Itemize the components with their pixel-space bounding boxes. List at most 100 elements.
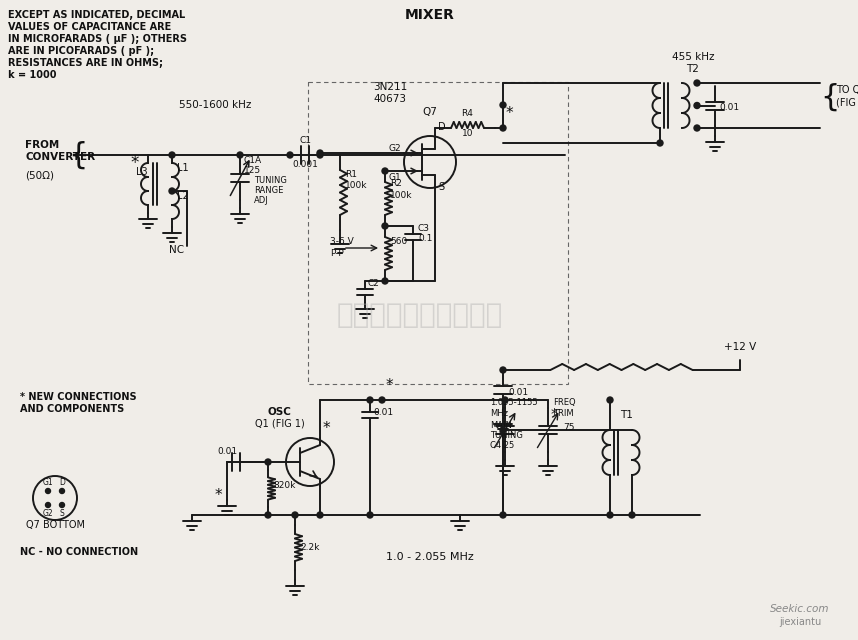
Text: OSC: OSC [267, 407, 291, 417]
Text: R4: R4 [462, 109, 474, 118]
Text: 3-6 V: 3-6 V [330, 237, 353, 246]
Circle shape [500, 125, 506, 131]
Circle shape [169, 152, 175, 158]
Text: 820k: 820k [273, 481, 295, 490]
Text: {: { [820, 83, 839, 112]
Text: RESISTANCES ARE IN OHMS;: RESISTANCES ARE IN OHMS; [8, 58, 163, 68]
Text: 0.01: 0.01 [719, 104, 739, 113]
Text: {: { [69, 141, 88, 170]
Text: Seekic.com: Seekic.com [770, 604, 830, 614]
Circle shape [694, 125, 700, 131]
Text: RANGE: RANGE [254, 186, 283, 195]
Text: 0.01: 0.01 [373, 408, 393, 417]
Text: NC - NO CONNECTION: NC - NO CONNECTION [20, 547, 138, 557]
Text: FROM: FROM [25, 140, 59, 150]
Text: *: * [215, 488, 222, 503]
Circle shape [500, 367, 506, 373]
Circle shape [265, 459, 271, 465]
Circle shape [317, 152, 323, 158]
Text: *: * [386, 378, 394, 393]
Text: *: * [506, 106, 514, 121]
Text: k = 1000: k = 1000 [8, 70, 57, 80]
Text: C3: C3 [418, 224, 430, 233]
Circle shape [59, 502, 64, 508]
Text: L2: L2 [177, 191, 189, 201]
Text: 0.01: 0.01 [217, 447, 237, 456]
Circle shape [382, 223, 388, 229]
Text: AND COMPONENTS: AND COMPONENTS [20, 404, 124, 414]
Text: C1: C1 [299, 136, 311, 145]
Circle shape [59, 488, 64, 493]
Text: 40673: 40673 [373, 94, 407, 104]
Text: D: D [438, 122, 445, 132]
Circle shape [607, 397, 613, 403]
Circle shape [265, 512, 271, 518]
Text: +12 V: +12 V [724, 342, 756, 352]
Circle shape [45, 488, 51, 493]
Bar [308, 82, 568, 384]
Text: 75: 75 [563, 423, 575, 432]
Circle shape [694, 102, 700, 109]
Text: C4 25: C4 25 [490, 441, 514, 450]
Text: TO Q2: TO Q2 [836, 86, 858, 95]
Circle shape [367, 512, 373, 518]
Text: 100k: 100k [345, 181, 367, 190]
Circle shape [379, 397, 385, 403]
Text: L3: L3 [136, 167, 148, 177]
Circle shape [694, 80, 700, 86]
Text: Q1 (FIG 1): Q1 (FIG 1) [255, 419, 305, 429]
Text: 125: 125 [244, 166, 261, 175]
Text: IN MICROFARADS ( μF ); OTHERS: IN MICROFARADS ( μF ); OTHERS [8, 34, 187, 44]
Circle shape [287, 152, 293, 158]
Text: *: * [551, 407, 558, 421]
Text: 560: 560 [390, 237, 408, 246]
Text: R1: R1 [345, 170, 357, 179]
Text: MHz: MHz [490, 409, 508, 418]
Text: *: * [323, 421, 330, 436]
Text: MAIN: MAIN [490, 421, 512, 430]
Text: CONVERTER: CONVERTER [25, 152, 95, 162]
Text: P-P: P-P [330, 249, 344, 258]
Text: NC: NC [169, 245, 184, 255]
Circle shape [169, 188, 175, 194]
Text: Q7 BOTTOM: Q7 BOTTOM [26, 520, 84, 530]
Text: 0.1: 0.1 [418, 234, 432, 243]
Text: L1: L1 [177, 163, 189, 173]
Circle shape [382, 278, 388, 284]
Text: MIXER: MIXER [405, 8, 455, 22]
Text: TRIM: TRIM [553, 409, 574, 418]
Text: 1.0 - 2.055 MHz: 1.0 - 2.055 MHz [386, 552, 474, 562]
Circle shape [292, 512, 298, 518]
Text: G1: G1 [43, 478, 53, 487]
Text: EXCEPT AS INDICATED, DECIMAL: EXCEPT AS INDICATED, DECIMAL [8, 10, 185, 20]
Circle shape [500, 512, 506, 518]
Text: (50Ω): (50Ω) [25, 170, 54, 180]
Circle shape [45, 502, 51, 508]
Circle shape [237, 152, 243, 158]
Text: 1.055-1155: 1.055-1155 [490, 398, 538, 407]
Text: G1: G1 [389, 173, 401, 182]
Text: ARE IN PICOFARADS ( pF );: ARE IN PICOFARADS ( pF ); [8, 46, 154, 56]
Circle shape [607, 512, 613, 518]
Circle shape [317, 512, 323, 518]
Text: * NEW CONNECTIONS: * NEW CONNECTIONS [20, 392, 136, 402]
Text: T2: T2 [686, 64, 699, 74]
Text: (FIG 1): (FIG 1) [836, 97, 858, 108]
Text: C1A: C1A [244, 156, 263, 165]
Text: T1: T1 [620, 410, 633, 420]
Circle shape [367, 397, 373, 403]
Text: ADJ: ADJ [254, 196, 269, 205]
Text: FREQ: FREQ [553, 398, 576, 407]
Text: G2: G2 [389, 144, 401, 153]
Text: VALUES OF CAPACITANCE ARE: VALUES OF CAPACITANCE ARE [8, 22, 172, 32]
Text: 2.2k: 2.2k [300, 543, 319, 552]
Circle shape [382, 168, 388, 174]
Text: 550-1600 kHz: 550-1600 kHz [178, 100, 251, 110]
Circle shape [657, 140, 663, 146]
Circle shape [629, 512, 635, 518]
Text: 0.01: 0.01 [508, 388, 529, 397]
Text: 455 kHz: 455 kHz [672, 52, 714, 62]
Text: 100k: 100k [390, 191, 413, 200]
Text: *: * [130, 154, 138, 172]
Text: S: S [59, 509, 64, 518]
